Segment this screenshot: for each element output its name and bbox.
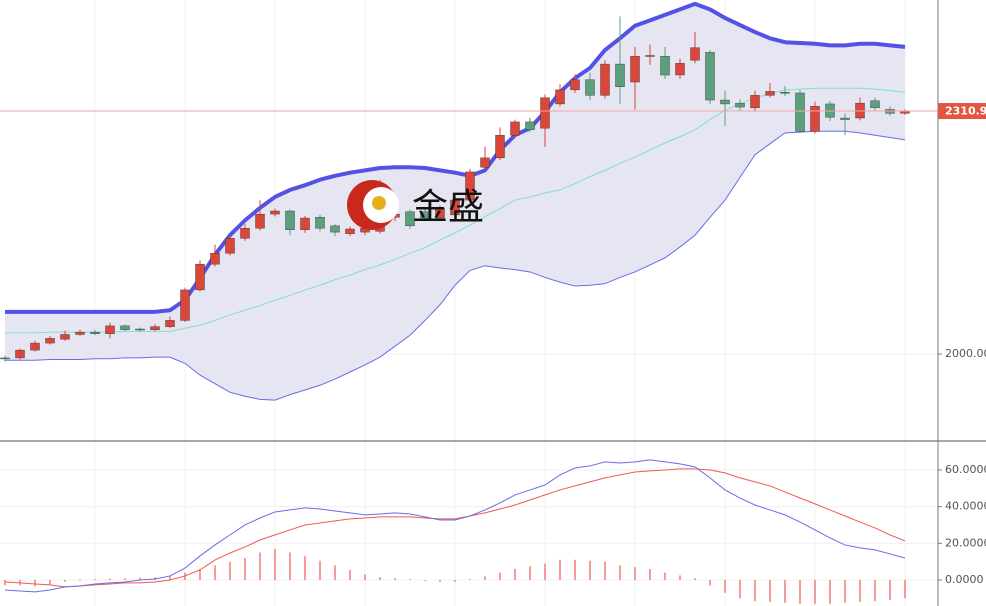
candle-body: [450, 199, 460, 216]
candle-body: [255, 213, 265, 229]
candle-body: [795, 92, 805, 132]
candle-body: [270, 210, 280, 215]
candle-body: [690, 47, 700, 61]
candle-body: [315, 217, 325, 229]
last-price-box: [938, 103, 986, 120]
y-tick-label: 0.0000: [945, 573, 984, 586]
candle-body: [870, 100, 880, 109]
candle-body: [195, 263, 205, 291]
candle-body: [540, 97, 550, 129]
candle-body: [780, 92, 790, 94]
dea-line: [4, 468, 906, 588]
candle-body: [765, 91, 775, 96]
candle-body: [180, 289, 190, 321]
candle-body: [90, 331, 100, 334]
candle-body: [75, 331, 85, 335]
candle-body: [660, 56, 670, 76]
candle-body: [105, 325, 115, 334]
candle-body: [705, 52, 715, 101]
candle-body: [495, 134, 505, 159]
candle-body: [225, 238, 235, 254]
candle-body: [120, 325, 130, 330]
candle-body: [570, 79, 580, 91]
candle-body: [330, 225, 340, 233]
y-tick-label: 20.0000: [945, 536, 986, 549]
candle-body: [240, 227, 250, 239]
candle-body: [135, 328, 145, 331]
price-panel: [0, 1, 938, 401]
band-lower: [5, 130, 906, 401]
last-price-label: 2310.92: [945, 105, 986, 118]
candle-body: [510, 121, 520, 136]
candle-body: [30, 342, 40, 351]
candle-body: [645, 55, 655, 57]
candle-body: [345, 228, 355, 234]
logo-sphere: [372, 196, 386, 210]
candle-body: [435, 207, 445, 219]
candle-body: [405, 211, 415, 227]
candle-body: [285, 210, 295, 230]
candle-body: [45, 338, 55, 344]
candle-body: [810, 106, 820, 132]
candle-body: [615, 63, 625, 87]
candle-body: [750, 95, 760, 109]
candle-body: [720, 99, 730, 105]
macd-panel: [4, 459, 906, 604]
y-tick-label: 2000.00: [945, 347, 986, 360]
candle-body: [600, 63, 610, 96]
y-tick-label: 60.0000: [945, 463, 986, 476]
candle-body: [735, 102, 745, 108]
candle-body: [210, 253, 220, 265]
candle-body: [480, 157, 490, 168]
axis-labels: 2000.00 2310.92 0.0000 20.0000 40.0000 60.000…: [938, 103, 986, 586]
candle-body: [555, 89, 565, 105]
candle-body: [165, 320, 175, 327]
candle-body: [150, 326, 160, 330]
candle-body: [300, 217, 310, 230]
candle-body: [465, 171, 475, 201]
candle-body: [585, 79, 595, 96]
candle-body: [630, 56, 640, 83]
candle-body: [15, 349, 25, 359]
candle-body: [525, 121, 535, 130]
candle-body: [840, 117, 850, 120]
candle-body: [60, 334, 70, 340]
y-tick-label: 40.0000: [945, 500, 986, 513]
band-upper: [5, 1, 906, 314]
candle-body: [675, 63, 685, 76]
watermark: 金盛: [412, 187, 484, 228]
dif-line: [4, 459, 906, 593]
logo: 金盛: [347, 180, 484, 230]
candle-body: [420, 211, 430, 219]
candle-body: [0, 357, 10, 360]
